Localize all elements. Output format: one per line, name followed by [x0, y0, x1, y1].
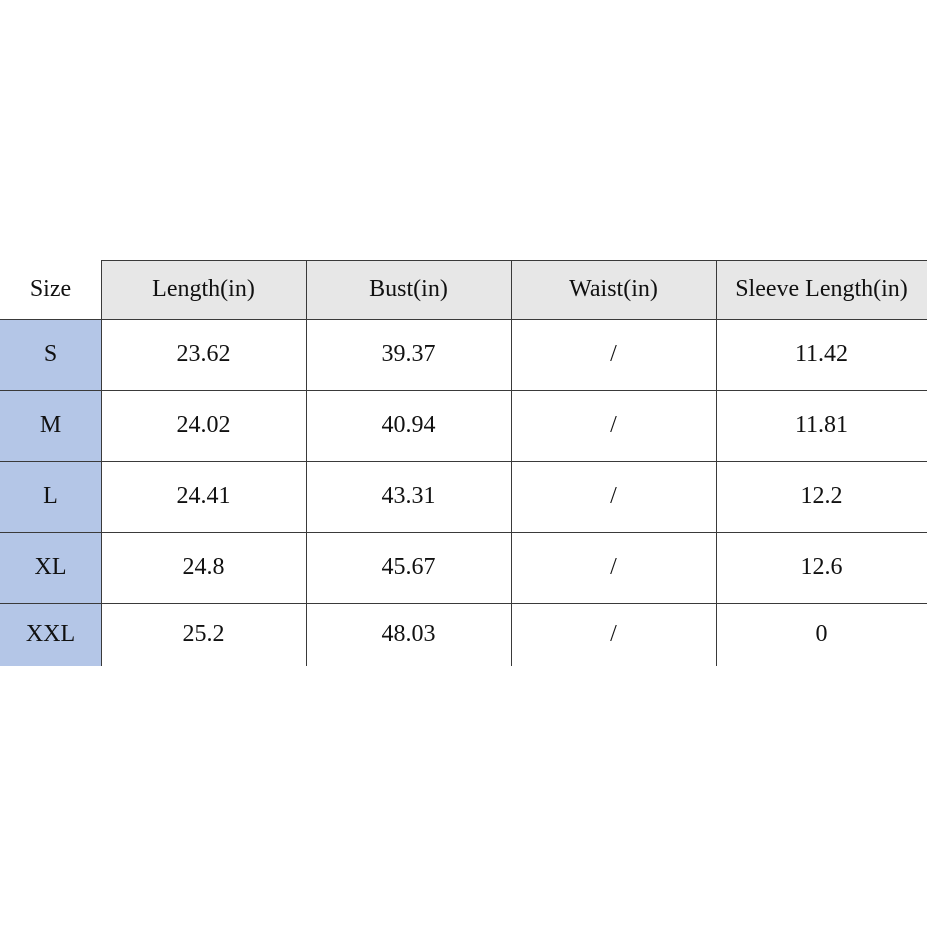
header-cell: Length(in) [101, 260, 306, 319]
value-cell: / [511, 390, 716, 461]
value-cell: 12.6 [716, 532, 927, 603]
header-cell: Sleeve Length(in) [716, 260, 927, 319]
value-cell: 0 [716, 603, 927, 666]
size-cell: S [0, 319, 101, 390]
value-cell: 39.37 [306, 319, 511, 390]
value-cell: / [511, 603, 716, 666]
row-border [0, 532, 927, 533]
value-cell: 40.94 [306, 390, 511, 461]
value-cell: / [511, 461, 716, 532]
row-border [0, 603, 927, 604]
value-cell: 24.8 [101, 532, 306, 603]
value-cell: / [511, 319, 716, 390]
row-border [0, 319, 927, 320]
column-border [716, 260, 717, 666]
value-cell: 45.67 [306, 532, 511, 603]
size-cell: L [0, 461, 101, 532]
value-cell: 48.03 [306, 603, 511, 666]
row-border [0, 461, 927, 462]
value-cell: 43.31 [306, 461, 511, 532]
value-cell: 11.81 [716, 390, 927, 461]
row-border [101, 260, 927, 261]
column-border [511, 260, 512, 666]
size-cell: M [0, 390, 101, 461]
size-cell: XXL [0, 603, 101, 666]
value-cell: 23.62 [101, 319, 306, 390]
value-cell: 11.42 [716, 319, 927, 390]
header-cell: Size [0, 260, 101, 319]
value-cell: 24.02 [101, 390, 306, 461]
value-cell: 12.2 [716, 461, 927, 532]
row-border [0, 390, 927, 391]
value-cell: 24.41 [101, 461, 306, 532]
size-cell: XL [0, 532, 101, 603]
value-cell: 25.2 [101, 603, 306, 666]
header-cell: Waist(in) [511, 260, 716, 319]
column-border [306, 260, 307, 666]
header-cell: Bust(in) [306, 260, 511, 319]
column-border [101, 260, 102, 666]
value-cell: / [511, 532, 716, 603]
